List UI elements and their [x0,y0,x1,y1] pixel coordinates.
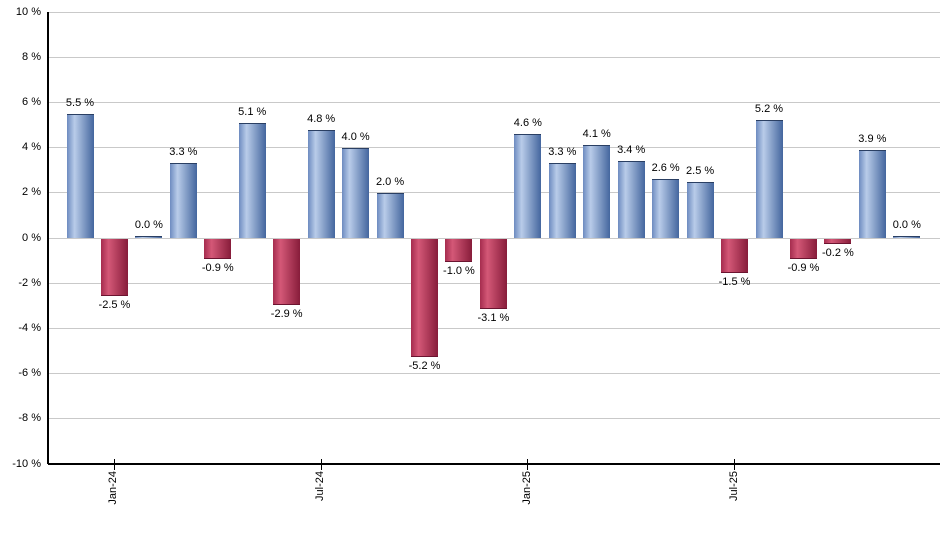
bar-value-label: 4.1 % [582,128,611,141]
bar-value-label: 4.8 % [307,112,336,125]
positive-bar [686,181,714,238]
bar-value-label: 0.0 % [892,219,921,231]
bar-value-label: 3.3 % [548,146,577,159]
x-axis-tick-label: Jan-25 [520,471,533,505]
x-axis-tick-label: Jul-24 [314,471,327,501]
bar-value-label: -3.1 % [477,312,510,325]
negative-bar [445,239,473,262]
y-axis-tick-label: -2 % [18,276,41,289]
bar-value-label: -0.9 % [787,262,820,275]
bar-value-label: 3.4 % [617,144,646,157]
positive-bar [514,134,542,238]
bar-value-label: 5.5 % [65,96,95,109]
negative-bar [204,239,232,260]
negative-bar [100,239,128,296]
negative-bar [479,239,507,310]
gridline [48,192,940,194]
gridline [48,237,940,239]
bar-value-label: -0.2 % [821,246,854,259]
positive-bar [307,129,335,238]
bar-value-label: -5.2 % [408,359,441,372]
positive-bar [858,149,886,238]
positive-bar [135,236,163,238]
y-axis-tick-label: 0 % [22,231,41,244]
bar-value-label: -1.0 % [443,264,475,277]
positive-bar [548,163,576,238]
bar-value-label: 2.5 % [686,164,715,177]
bar-value-label: 0.0 % [134,219,163,231]
bar-value-label: 2.6 % [651,162,680,175]
negative-bar [411,239,438,357]
gridline [48,11,940,13]
gridline [48,101,940,103]
y-axis-line [47,12,49,464]
negative-bar [789,239,817,260]
positive-bar [238,122,266,238]
x-axis-tick [734,459,736,470]
positive-bar [169,163,197,238]
positive-bar [617,161,645,238]
x-axis-line [48,463,940,465]
gridline [48,418,940,420]
bar-value-label: 5.1 % [238,105,267,118]
y-axis-tick-label: 8 % [22,50,41,63]
y-axis-tick-label: -4 % [18,321,41,334]
x-axis-tick-label: Jul-25 [727,471,740,501]
negative-bar [824,239,852,244]
bar-value-label: 4.6 % [513,117,542,130]
positive-bar [66,113,94,238]
bar-value-label: 4.0 % [341,130,370,143]
y-axis-tick-label: 2 % [22,186,41,199]
bar-value-label: 3.3 % [169,146,198,159]
bar-value-label: -0.9 % [201,262,234,275]
bar-value-label: 5.2 % [754,103,784,116]
y-axis-tick-label: 10 % [15,5,41,18]
bar-value-label: -2.5 % [98,298,131,311]
gridline [48,373,940,375]
y-axis-tick-label: 4 % [22,141,41,154]
y-axis-tick-label: 6 % [22,95,41,108]
x-axis-tick [527,459,529,470]
positive-bar [755,120,783,238]
y-axis-tick-label: -8 % [18,412,41,425]
negative-bar [721,239,749,273]
positive-bar [342,147,370,238]
gridline [48,327,940,329]
bar-value-label: -1.5 % [718,275,751,288]
bar-value-label: -2.9 % [270,307,303,320]
bar-value-label: 3.9 % [858,132,887,145]
bar-value-label: 2.0 % [375,175,405,188]
gridline [48,56,940,58]
x-axis-tick-label: Jan-24 [107,471,120,505]
y-axis-tick-label: -6 % [18,367,41,380]
negative-bar [273,239,301,305]
y-axis-tick-label: -10 % [12,457,41,470]
positive-bar [583,145,611,238]
positive-bar [652,179,680,238]
gridline [48,147,940,149]
x-axis-tick [113,459,115,470]
positive-bar [893,236,921,238]
positive-bar [376,192,404,238]
x-axis-tick [320,459,322,470]
